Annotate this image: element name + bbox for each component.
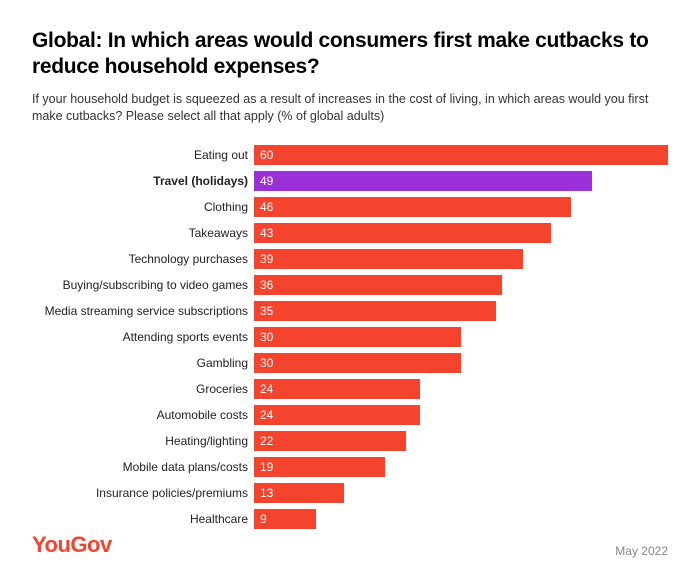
bar-value: 22 (254, 434, 273, 448)
bar: 36 (254, 275, 502, 295)
bar-row: Heating/lighting22 (32, 429, 668, 453)
bar: 49 (254, 171, 592, 191)
bar-row: Technology purchases39 (32, 247, 668, 271)
chart-date: May 2022 (615, 544, 668, 558)
bar-row: Gambling30 (32, 351, 668, 375)
bar-track: 22 (254, 431, 668, 451)
category-label: Technology purchases (32, 252, 254, 266)
bar-row: Mobile data plans/costs19 (32, 455, 668, 479)
category-label: Healthcare (32, 512, 254, 526)
category-label: Travel (holidays) (32, 174, 254, 188)
bar-row: Buying/subscribing to video games36 (32, 273, 668, 297)
bar-value: 24 (254, 382, 273, 396)
bar: 24 (254, 379, 420, 399)
category-label: Media streaming service subscriptions (32, 304, 254, 318)
category-label: Insurance policies/premiums (32, 486, 254, 500)
bar-row: Clothing46 (32, 195, 668, 219)
bar-value: 13 (254, 486, 273, 500)
bar: 22 (254, 431, 406, 451)
bar-track: 49 (254, 171, 668, 191)
bar-track: 19 (254, 457, 668, 477)
category-label: Automobile costs (32, 408, 254, 422)
bar: 24 (254, 405, 420, 425)
bar-value: 36 (254, 278, 273, 292)
category-label: Eating out (32, 148, 254, 162)
bar-row: Healthcare9 (32, 507, 668, 531)
bar-track: 46 (254, 197, 668, 217)
bar: 30 (254, 327, 461, 347)
bar-value: 46 (254, 200, 273, 214)
bar: 60 (254, 145, 668, 165)
category-label: Clothing (32, 200, 254, 214)
category-label: Buying/subscribing to video games (32, 278, 254, 292)
bar-track: 13 (254, 483, 668, 503)
bar: 35 (254, 301, 496, 321)
bar-value: 24 (254, 408, 273, 422)
category-label: Mobile data plans/costs (32, 460, 254, 474)
bar-value: 35 (254, 304, 273, 318)
bar-track: 24 (254, 379, 668, 399)
bar-track: 36 (254, 275, 668, 295)
bar-track: 39 (254, 249, 668, 269)
category-label: Gambling (32, 356, 254, 370)
bar-value: 30 (254, 330, 273, 344)
chart-subtitle: If your household budget is squeezed as … (32, 91, 668, 125)
bar-track: 9 (254, 509, 668, 529)
bar: 46 (254, 197, 571, 217)
category-label: Attending sports events (32, 330, 254, 344)
bar-value: 39 (254, 252, 273, 266)
bar: 19 (254, 457, 385, 477)
bar-track: 43 (254, 223, 668, 243)
bar-row: Media streaming service subscriptions35 (32, 299, 668, 323)
chart-title: Global: In which areas would consumers f… (32, 28, 668, 79)
bar-value: 49 (254, 174, 273, 188)
category-label: Groceries (32, 382, 254, 396)
bar-value: 9 (254, 512, 267, 526)
bar-value: 60 (254, 148, 273, 162)
bar-value: 30 (254, 356, 273, 370)
bar-track: 35 (254, 301, 668, 321)
bar-row: Travel (holidays)49 (32, 169, 668, 193)
bar-value: 19 (254, 460, 273, 474)
bar: 43 (254, 223, 551, 243)
bar: 9 (254, 509, 316, 529)
bar-row: Insurance policies/premiums13 (32, 481, 668, 505)
footer: YouGov May 2022 (32, 532, 668, 558)
bar-chart: Eating out60Travel (holidays)49Clothing4… (32, 143, 668, 531)
bar-row: Automobile costs24 (32, 403, 668, 427)
bar-row: Eating out60 (32, 143, 668, 167)
bar-track: 60 (254, 145, 668, 165)
bar-row: Attending sports events30 (32, 325, 668, 349)
category-label: Takeaways (32, 226, 254, 240)
bar: 39 (254, 249, 523, 269)
bar: 13 (254, 483, 344, 503)
yougov-logo: YouGov (32, 532, 112, 558)
bar-track: 30 (254, 327, 668, 347)
bar-track: 30 (254, 353, 668, 373)
category-label: Heating/lighting (32, 434, 254, 448)
bar-row: Groceries24 (32, 377, 668, 401)
bar: 30 (254, 353, 461, 373)
bar-row: Takeaways43 (32, 221, 668, 245)
bar-track: 24 (254, 405, 668, 425)
bar-value: 43 (254, 226, 273, 240)
